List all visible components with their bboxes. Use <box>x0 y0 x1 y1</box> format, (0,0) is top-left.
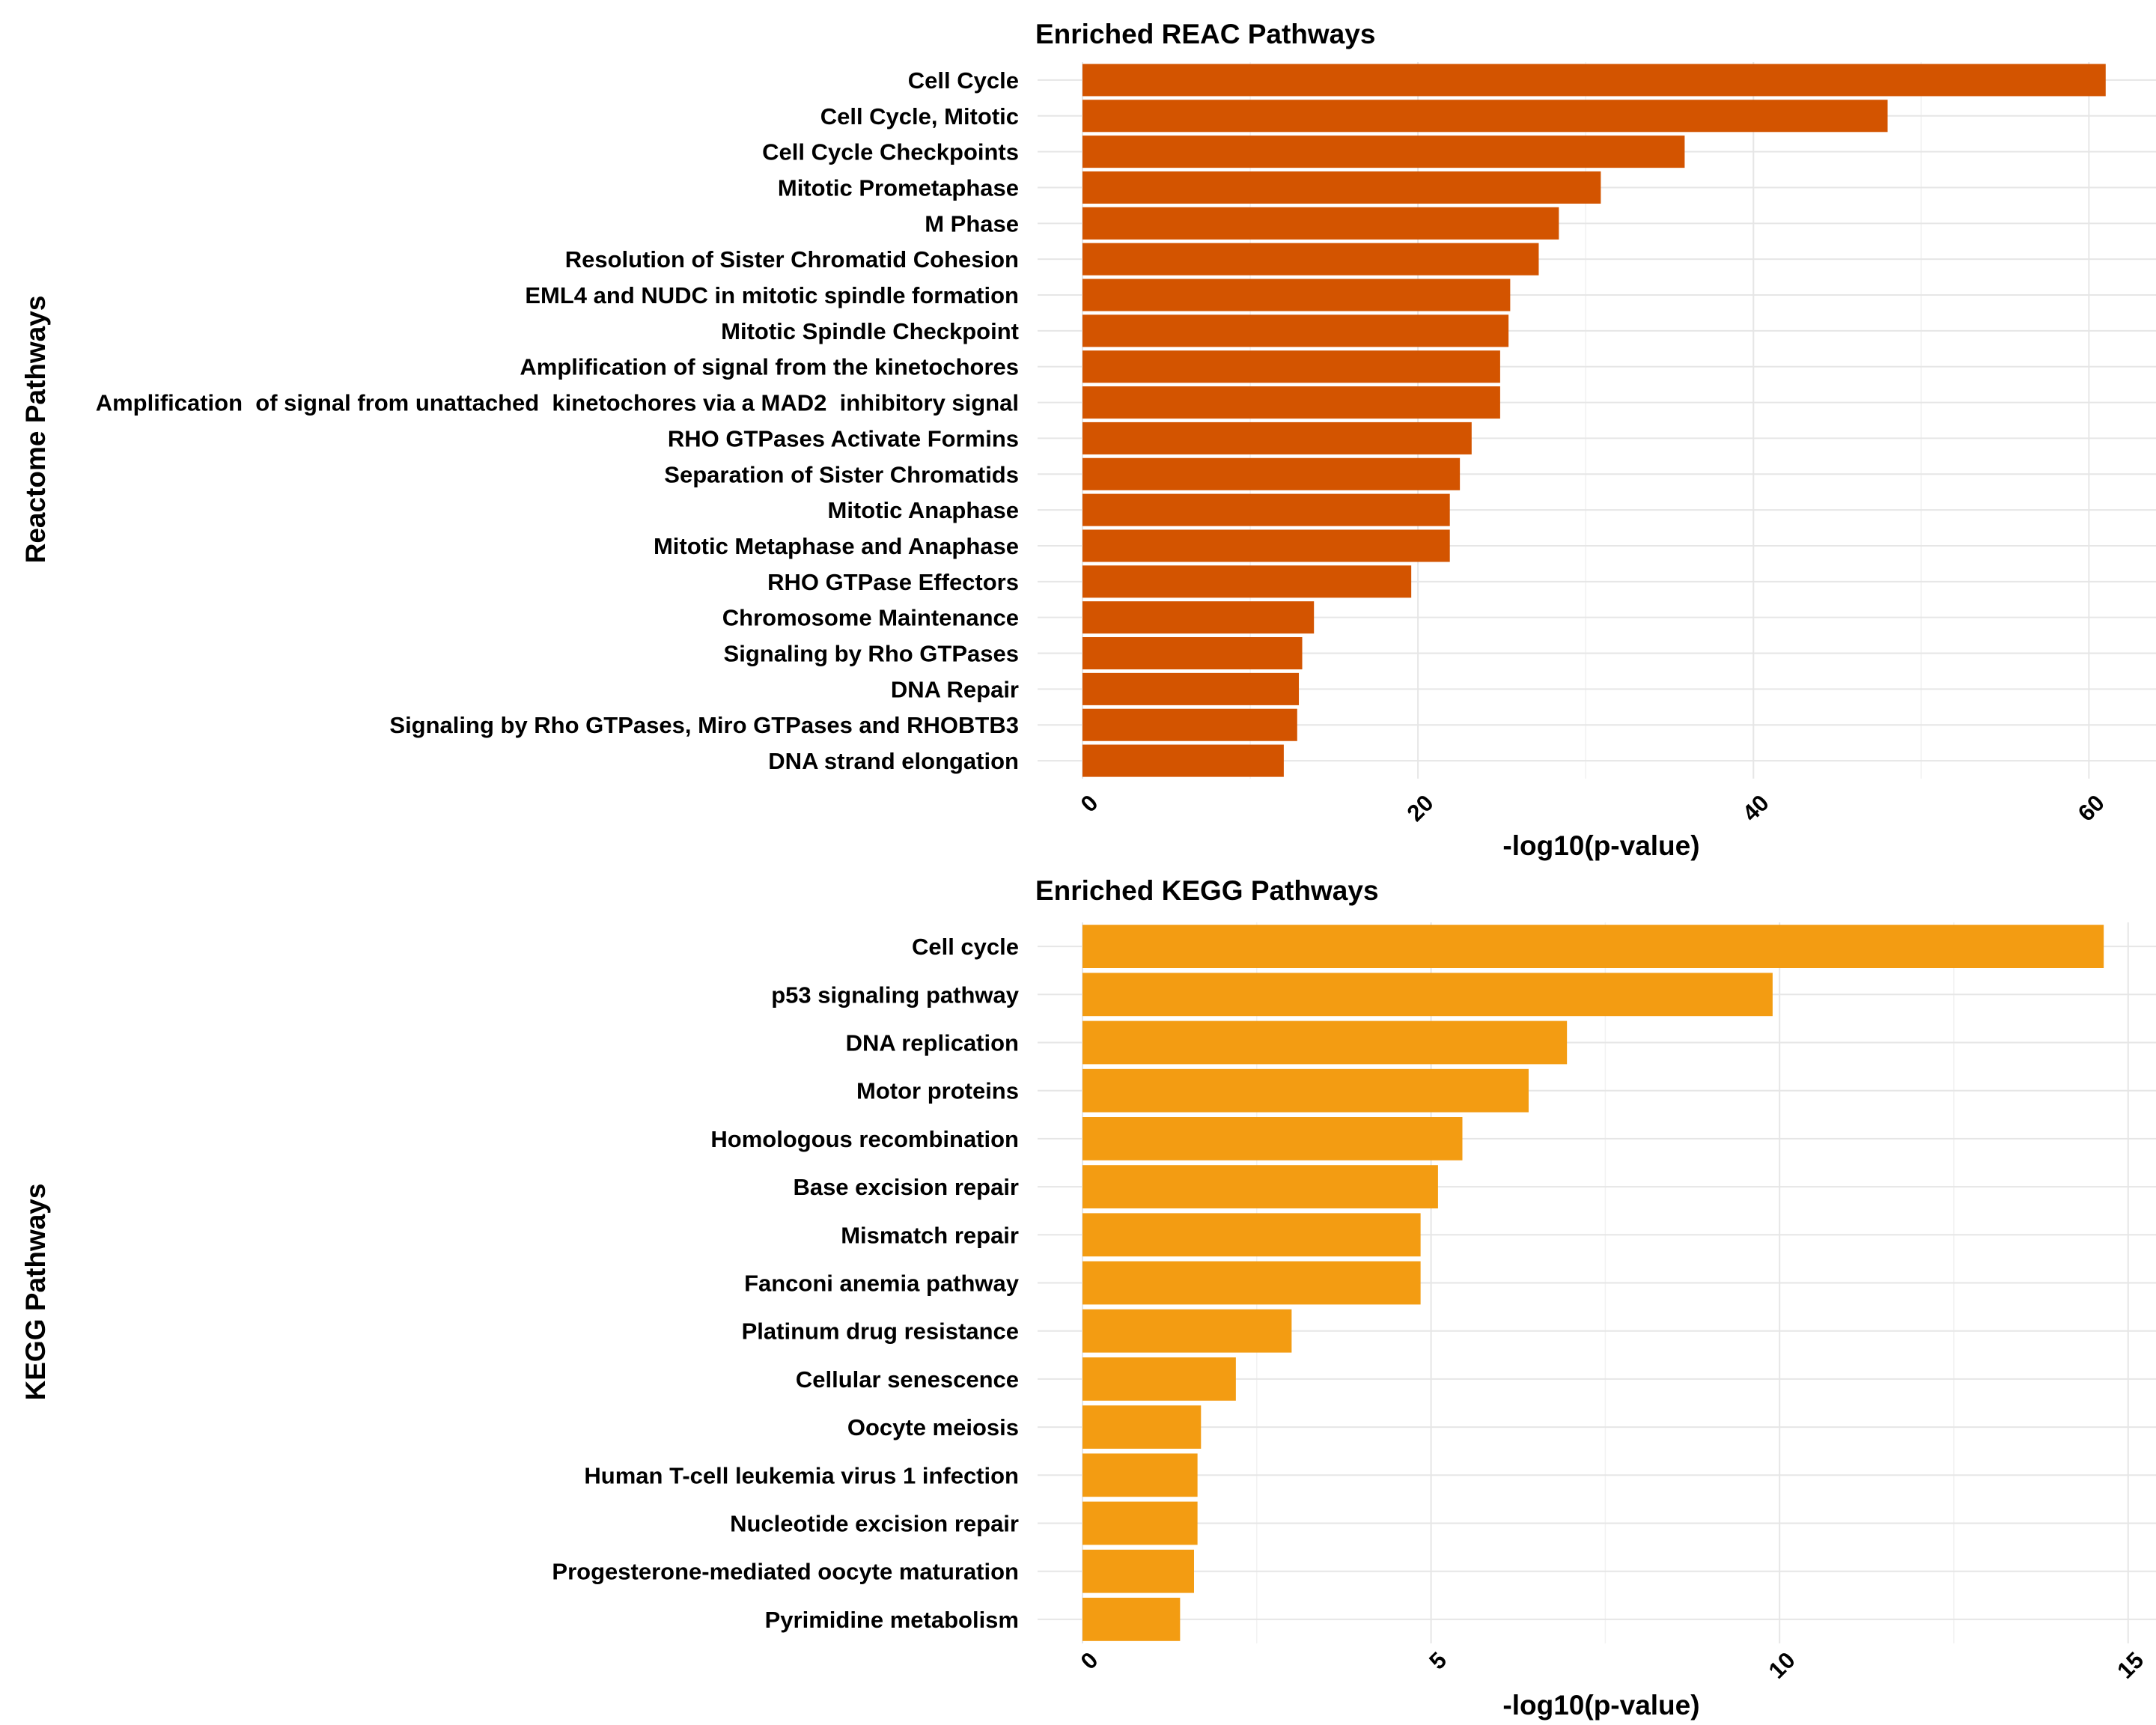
reactome-bar <box>1082 744 1284 777</box>
reactome-category-label: Cell Cycle <box>908 67 1019 94</box>
kegg-bar <box>1082 925 2104 968</box>
kegg-bar <box>1082 1598 1181 1641</box>
kegg-bar <box>1082 1213 1421 1257</box>
kegg-y-axis-title: KEGG Pathways <box>20 1184 51 1401</box>
reactome-category-label: Mitotic Metaphase and Anaphase <box>654 533 1019 559</box>
reactome-x-tick-label: 60 <box>2073 790 2110 827</box>
reactome-bar <box>1082 207 1559 240</box>
reactome-category-label: Separation of Sister Chromatids <box>664 461 1019 487</box>
reactome-y-axis-title: Reactome Pathways <box>20 296 51 564</box>
reactome-category-label: Cell Cycle, Mitotic <box>820 103 1019 130</box>
kegg-category-label: DNA replication <box>846 1030 1019 1056</box>
kegg-bar <box>1082 1309 1292 1353</box>
reactome-bar <box>1082 708 1297 741</box>
kegg-x-tick-label: 15 <box>2112 1647 2149 1684</box>
kegg-category-label: Base excision repair <box>793 1174 1019 1200</box>
kegg-x-tick-label: 5 <box>1424 1647 1452 1675</box>
kegg-bar <box>1082 1165 1438 1208</box>
reactome-chart-title: Enriched REAC Pathways <box>1035 19 1375 49</box>
kegg-bar <box>1082 1117 1463 1160</box>
kegg-category-label: Motor proteins <box>856 1078 1019 1104</box>
kegg-bar <box>1082 1068 1529 1113</box>
kegg-bars <box>1082 925 2104 1641</box>
kegg-x-tick-label: 10 <box>1764 1647 1800 1684</box>
kegg-category-label: p53 signaling pathway <box>771 982 1019 1008</box>
reactome-bar <box>1082 100 1888 133</box>
reactome-bars <box>1082 64 2106 777</box>
reactome-category-label: Resolution of Sister Chromatid Cohesion <box>565 246 1019 273</box>
kegg-category-label: Homologous recombination <box>710 1126 1019 1152</box>
reactome-category-label: Amplification of signal from the kinetoc… <box>520 354 1019 380</box>
kegg-category-label: Nucleotide excision repair <box>730 1511 1019 1537</box>
reactome-x-ticks: 0 20 40 60 <box>1076 790 2110 827</box>
reactome-chart: Cell Cycle Cell Cycle, Mitotic Cell Cycle … <box>20 19 2156 861</box>
kegg-bar <box>1082 1453 1198 1497</box>
reactome-x-axis-title: -log10(p-value) <box>1502 830 1699 861</box>
reactome-category-label: EML4 and NUDC in mitotic spindle formati… <box>525 282 1019 308</box>
reactome-category-label: Amplification of signal from unattached … <box>96 390 1019 416</box>
kegg-chart-title: Enriched KEGG Pathways <box>1035 875 1379 906</box>
kegg-bar <box>1082 973 1773 1017</box>
reactome-category-label: Signaling by Rho GTPases <box>724 641 1019 667</box>
reactome-bar <box>1082 350 1500 383</box>
reactome-x-tick-label: 0 <box>1076 790 1103 818</box>
reactome-bar <box>1082 279 1511 311</box>
reactome-bar <box>1082 171 1601 204</box>
kegg-bar <box>1082 1501 1198 1545</box>
reactome-category-label: Signaling by Rho GTPases, Miro GTPases a… <box>389 712 1019 738</box>
kegg-bar <box>1082 1020 1568 1065</box>
reactome-x-tick-label: 40 <box>1738 790 1774 827</box>
kegg-x-axis-title: -log10(p-value) <box>1502 1690 1699 1721</box>
reactome-bar <box>1082 493 1450 526</box>
kegg-category-label: Platinum drug resistance <box>742 1318 1019 1345</box>
reactome-category-label: Cell Cycle Checkpoints <box>762 139 1019 165</box>
kegg-category-label: Cell cycle <box>912 934 1019 960</box>
reactome-bar <box>1082 636 1303 670</box>
reactome-category-label: DNA Repair <box>891 676 1019 702</box>
reactome-bar <box>1082 529 1450 562</box>
reactome-bar <box>1082 243 1539 276</box>
kegg-category-label: Human T-cell leukemia virus 1 infection <box>584 1462 1019 1488</box>
reactome-bar <box>1082 314 1509 347</box>
kegg-chart: Cell cycle p53 signaling pathway DNA repli… <box>20 875 2156 1721</box>
kegg-category-label: Oocyte meiosis <box>847 1414 1019 1440</box>
reactome-category-label: Mitotic Prometaphase <box>778 174 1019 201</box>
reactome-x-tick-label: 20 <box>1402 790 1439 827</box>
reactome-category-label: DNA strand elongation <box>768 748 1019 774</box>
reactome-bar <box>1082 136 1685 168</box>
kegg-category-label: Pyrimidine metabolism <box>765 1607 1019 1633</box>
kegg-category-labels: Cell cycle p53 signaling pathway DNA repli… <box>552 934 1019 1633</box>
reactome-bar <box>1082 386 1500 419</box>
reactome-category-labels: Cell Cycle Cell Cycle, Mitotic Cell Cycle … <box>96 67 1019 774</box>
reactome-category-label: Mitotic Anaphase <box>828 497 1020 523</box>
kegg-bar <box>1082 1261 1421 1305</box>
kegg-category-label: Mismatch repair <box>841 1222 1019 1248</box>
reactome-category-label: RHO GTPases Activate Formins <box>668 425 1019 451</box>
reactome-bar <box>1082 565 1412 598</box>
reactome-bar <box>1082 457 1461 490</box>
kegg-bar <box>1082 1549 1194 1593</box>
kegg-x-tick-label: 0 <box>1076 1647 1103 1675</box>
reactome-bar <box>1082 422 1472 454</box>
kegg-bar <box>1082 1357 1236 1401</box>
reactome-category-label: Mitotic Spindle Checkpoint <box>721 318 1019 344</box>
reactome-grid <box>1038 62 2156 779</box>
reactome-category-label: M Phase <box>925 210 1019 237</box>
reactome-category-label: RHO GTPase Effectors <box>767 569 1019 595</box>
reactome-category-label: Chromosome Maintenance <box>722 605 1019 631</box>
reactome-bar <box>1082 64 2106 97</box>
reactome-bar <box>1082 672 1300 705</box>
kegg-category-label: Progesterone-mediated oocyte maturation <box>552 1559 1019 1585</box>
kegg-bar <box>1082 1405 1202 1449</box>
reactome-bar <box>1082 601 1315 634</box>
kegg-category-label: Fanconi anemia pathway <box>744 1271 1020 1297</box>
kegg-x-ticks: 0 5 10 15 <box>1076 1647 2149 1684</box>
kegg-category-label: Cellular senescence <box>796 1366 1019 1393</box>
